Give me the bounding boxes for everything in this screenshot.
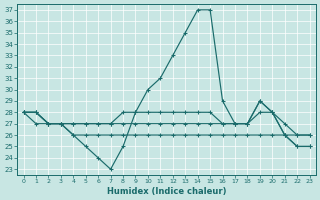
X-axis label: Humidex (Indice chaleur): Humidex (Indice chaleur) <box>107 187 226 196</box>
